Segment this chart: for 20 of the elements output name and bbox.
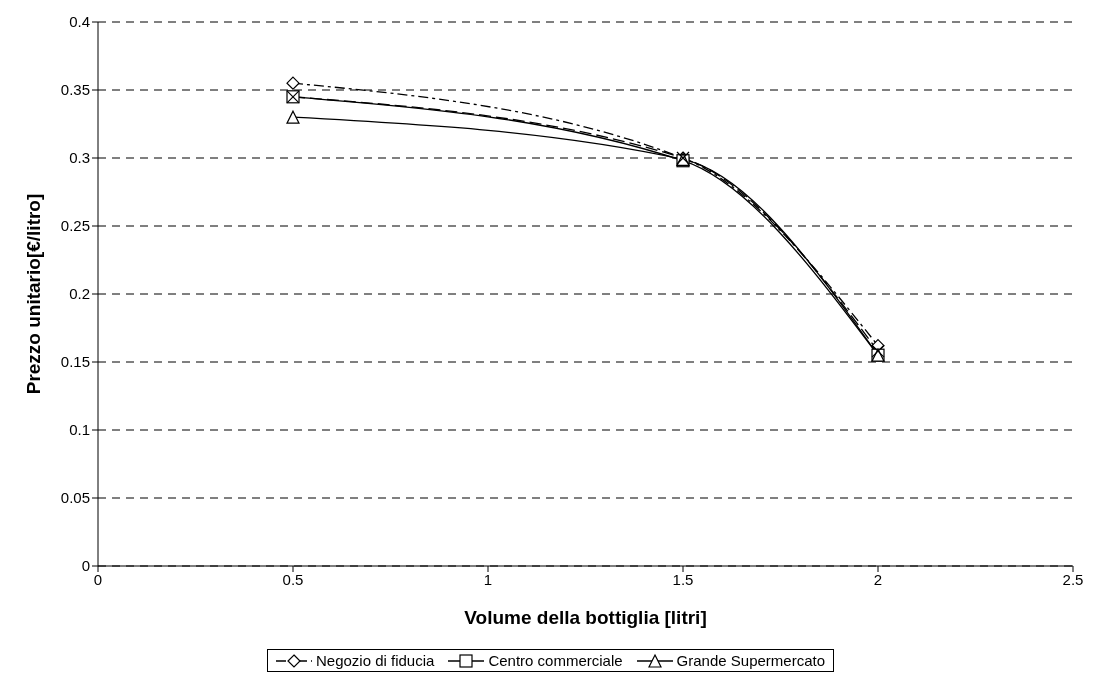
y-tick-label: 0.1 (69, 421, 90, 439)
legend-label: Grande Supermercato (675, 652, 826, 669)
y-tick-label: 0.2 (69, 285, 90, 303)
legend-label: Negozio di fiducia (314, 652, 435, 669)
x-axis-title: Volume della bottiglia [litri] (464, 607, 707, 628)
y-tick-label: 0.4 (69, 13, 90, 31)
x-tick-label: 0 (93, 570, 103, 588)
y-tick-label: 0 (81, 557, 90, 575)
y-tick-label: 0.3 (69, 149, 90, 167)
x-tick-label: 1.5 (672, 570, 694, 588)
x-tick-label: 2.5 (1062, 570, 1084, 588)
y-tick-label: 0.25 (60, 217, 90, 235)
x-tick-label: 0.5 (282, 570, 304, 588)
x-tick-label: 2 (873, 570, 883, 588)
y-tick-label: 0.35 (60, 81, 90, 99)
y-axis-title: Prezzo unitario[€/litro] (22, 193, 44, 395)
x-tick-label: 1 (483, 570, 493, 588)
legend-label: Centro commerciale (487, 652, 623, 669)
y-tick-label: 0.05 (60, 489, 90, 507)
y-tick-label: 0.15 (60, 353, 90, 371)
